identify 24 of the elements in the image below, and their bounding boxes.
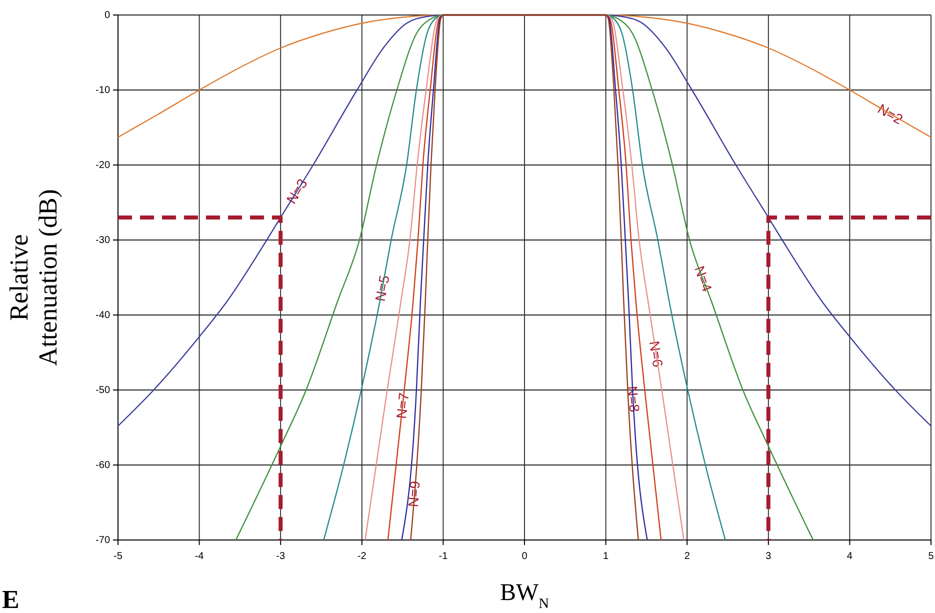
x-tick-label: 4	[846, 551, 853, 562]
x-tick-label: -4	[194, 551, 204, 562]
x-axis-title: BW$_{N}$	[500, 580, 550, 612]
x-tick-label: -5	[114, 551, 123, 562]
y-tick-label: -60	[96, 460, 110, 472]
text: E	[2, 585, 20, 613]
y-tick-label: -10	[96, 85, 110, 96]
y-tick-label: -40	[96, 310, 110, 322]
x-tick-label: 5	[928, 551, 934, 562]
y-tick-label: -30	[96, 235, 110, 246]
x-tick-label: -1	[438, 551, 448, 562]
y-tick-label: -50	[96, 385, 110, 396]
y-axis-title: Relative Attenuation (dB)	[4, 189, 62, 366]
y-tick-label: -70	[96, 535, 110, 546]
x-tick-label: 1	[603, 551, 610, 562]
text: N=2	[875, 100, 906, 128]
text: N=4	[692, 264, 716, 294]
x-tick-label: -2	[357, 551, 367, 562]
x-tick-label: -3	[276, 551, 286, 562]
x-tick-label: 2	[684, 551, 690, 562]
y-tick-label: 0	[104, 10, 110, 22]
x-tick-label: 3	[766, 551, 772, 562]
y-tick-label: -20	[96, 160, 110, 172]
x-tick-label: 0	[522, 551, 528, 562]
